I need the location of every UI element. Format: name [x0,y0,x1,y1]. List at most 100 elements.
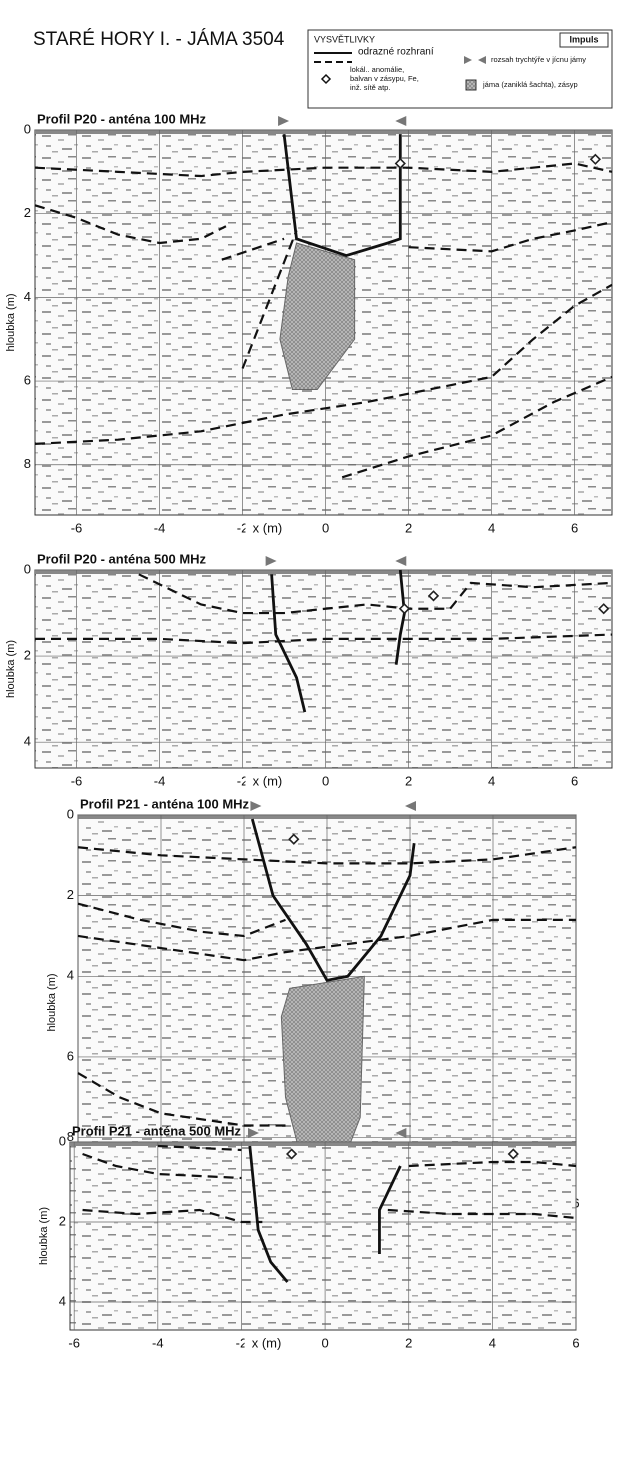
x-tick-label: -4 [152,1335,164,1350]
x-tick-label: 4 [489,1335,496,1350]
y-tick-label: 0 [24,561,31,576]
x-tick-label: 2 [405,520,412,535]
y-tick-label: 2 [67,887,74,902]
dashed-reflector [241,230,298,369]
legend-title: VYSVĚTLIVKY [314,34,375,44]
solid-reflector [250,818,416,982]
anomaly-marker [598,603,610,615]
y-axis-label: hloubka (m) [46,973,58,1031]
panel: -6 -4 -2 0 2 4 6 0 2 4 x (m) hloubka (m) Profil P21 … [38,1123,580,1353]
x-tick-label: 4 [488,773,495,788]
dashed-reflector [82,1152,242,1180]
anomaly-marker [398,603,411,615]
legend-anomaly: lokál.. anomálie, [350,65,404,74]
y-tick-label: 0 [24,121,31,136]
dashed-reflector [408,1160,577,1168]
x-tick-label: 6 [571,520,578,535]
dashed-reflector [77,1072,286,1127]
y-axis-label: hloubka (m) [5,640,17,698]
x-tick-label: 6 [571,773,578,788]
x-tick-label: 2 [405,1335,412,1350]
dashed-reflector [35,633,613,645]
dashed-reflector [341,375,613,479]
solid-reflector [282,134,402,258]
x-tick-label: -2 [237,520,249,535]
dashed-reflector [77,846,577,865]
funnel-marker [405,801,416,811]
anomaly-marker [288,833,300,845]
panel-title: Profil P20 - anténa 500 MHz [37,551,207,566]
panels: -6 -4 -2 0 2 4 6 0 2 4 6 8 x (m) hloubka (m) Profil P2… [5,111,613,1353]
legend-funnel: rozsah trychtýře v jícnu jámy [491,55,586,64]
figure-title: STARÉ HORY I. - JÁMA 3504 [33,29,285,50]
funnel-marker [250,801,262,811]
x-tick-label: 0 [321,1335,328,1350]
x-tick-label: -6 [68,1335,80,1350]
dashed-reflector [157,1144,242,1152]
y-axis-label: hloubka (m) [38,1207,50,1265]
dashed-reflector [387,1208,577,1220]
legend-diamond [320,73,332,85]
legend-pit [465,79,477,91]
anomaly-marker [394,157,406,170]
x-tick-label: -4 [154,773,166,788]
dashed-reflector [77,918,576,962]
funnel-marker [248,1128,259,1138]
y-axis-label: hloubka (m) [5,293,17,351]
funnel-marker [278,116,290,126]
funnel-marker [395,1128,407,1138]
anomaly-marker [286,1148,298,1160]
x-tick-label: -2 [236,1335,248,1350]
x-axis-label: x (m) [253,773,283,788]
y-tick-label: 8 [67,1129,74,1144]
funnel-marker [395,116,407,126]
y-tick-label: 4 [24,289,31,304]
y-tick-label: 8 [24,456,31,471]
dashed-reflector [34,283,613,445]
x-tick-label: -4 [154,520,166,535]
x-tick-label: -6 [71,773,83,788]
x-tick-label: 0 [322,520,329,535]
anomaly-marker [507,1148,519,1160]
x-tick-label: 2 [405,773,412,788]
dashed-reflector [138,573,613,615]
x-tick-label: -6 [71,520,83,535]
x-label-bg [245,773,290,791]
x-tick-label: 4 [488,520,495,535]
logo-box [559,32,609,48]
solid-reflector [248,1145,289,1283]
y-tick-label: 2 [24,205,31,220]
y-tick-label: 6 [67,1048,74,1063]
legend-triangle [478,56,486,64]
radargram [69,1141,577,1331]
x-axis-label: x (m) [253,520,283,535]
radargram [34,569,613,769]
dashed-reflector [34,204,227,245]
y-tick-label: 4 [67,968,74,983]
legend-anomaly: balvan v zásypu, Fe, [350,74,419,83]
x-tick-label: 6 [572,1335,579,1350]
legend-pit-text: jáma (zaniklá šachta), zásyp [482,80,578,89]
panel-title: Profil P21 - anténa 100 MHz [80,796,250,811]
funnel-marker [395,556,407,566]
panel-title: Profil P20 - anténa 100 MHz [37,111,207,126]
x-tick-label: -2 [237,773,249,788]
dashed-reflector [77,902,286,938]
y-tick-label: 4 [24,734,31,749]
solid-reflector [270,574,307,713]
y-tick-label: 2 [24,648,31,663]
solid-reflector [394,569,406,665]
dashed-reflector [221,237,285,261]
solid-reflector [378,1165,402,1254]
dashed-reflector [82,1208,263,1224]
legend-reflector: odrazné rozhraní [358,47,434,58]
logo: Impuls [569,34,598,44]
x-label-bg [245,520,290,538]
y-tick-label: 0 [59,1133,66,1148]
x-axis-label: x (m) [252,1335,282,1350]
dashed-reflector [34,162,613,178]
anomaly-marker [427,590,440,602]
